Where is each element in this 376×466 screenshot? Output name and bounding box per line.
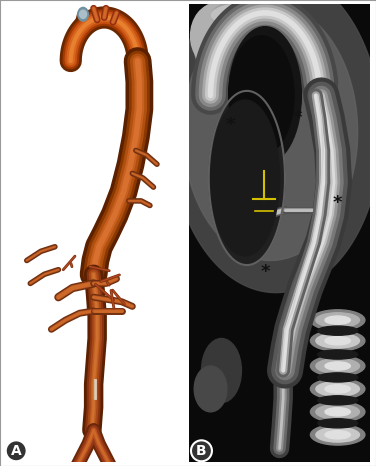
Ellipse shape [316,313,359,328]
Ellipse shape [311,425,365,445]
Ellipse shape [325,362,350,370]
Ellipse shape [311,310,365,330]
Ellipse shape [311,378,365,399]
Ellipse shape [191,4,241,68]
Ellipse shape [325,431,350,439]
Polygon shape [189,4,370,462]
Ellipse shape [316,333,359,348]
Ellipse shape [194,366,227,412]
Ellipse shape [211,100,279,256]
Ellipse shape [311,402,365,422]
Ellipse shape [316,359,359,373]
Ellipse shape [318,396,358,405]
Ellipse shape [311,330,365,351]
Ellipse shape [316,382,359,396]
Ellipse shape [316,404,359,419]
Text: *: * [293,110,302,127]
Ellipse shape [318,419,358,428]
Ellipse shape [211,4,275,27]
Text: *: * [226,116,235,134]
Ellipse shape [202,338,241,403]
Ellipse shape [229,27,301,164]
Text: *: * [260,263,270,281]
Polygon shape [189,4,358,260]
Ellipse shape [318,373,358,382]
Ellipse shape [325,316,350,324]
Text: A: A [11,444,21,458]
Ellipse shape [80,10,86,18]
Ellipse shape [318,326,358,335]
Ellipse shape [318,350,358,359]
Ellipse shape [229,36,294,155]
Text: B: B [196,444,207,458]
Ellipse shape [311,356,365,377]
Ellipse shape [193,2,265,97]
Polygon shape [189,4,370,293]
Text: *: * [333,194,343,212]
Ellipse shape [325,385,350,393]
Ellipse shape [325,408,350,416]
Ellipse shape [325,336,350,345]
Ellipse shape [209,91,285,265]
Ellipse shape [78,7,88,21]
Ellipse shape [316,427,359,442]
Ellipse shape [211,0,293,31]
